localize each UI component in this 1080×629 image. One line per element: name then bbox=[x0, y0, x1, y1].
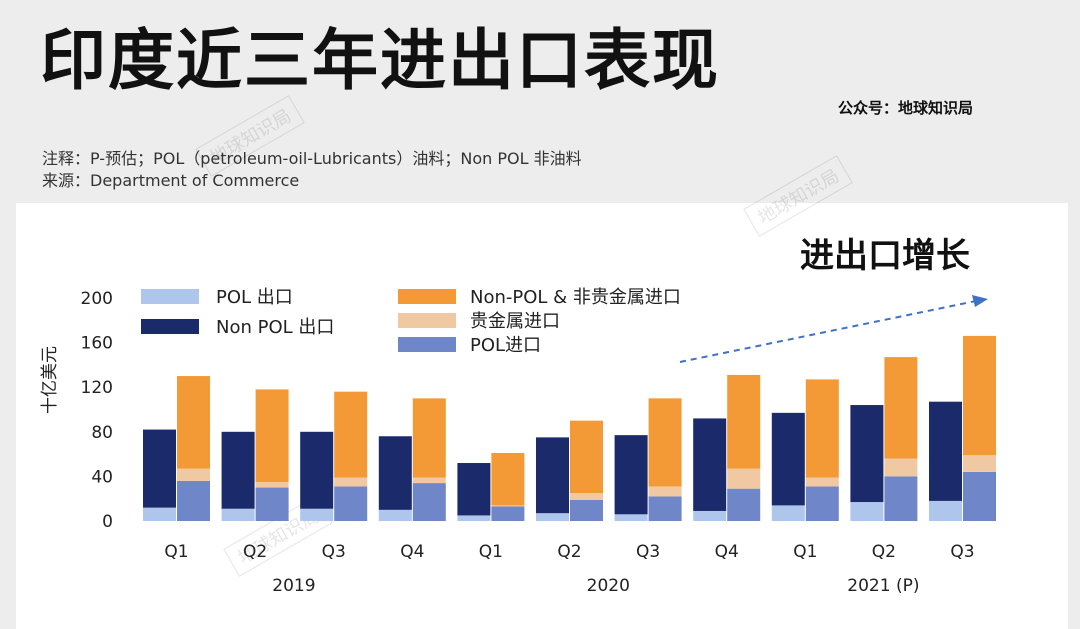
import-bar-segment bbox=[412, 398, 446, 478]
export-bar-segment bbox=[457, 463, 491, 516]
x-tick-label: Q2 bbox=[243, 542, 267, 562]
export-bar-segment bbox=[771, 505, 805, 521]
import-bar-segment bbox=[805, 486, 839, 521]
year-label: 2021 (P) bbox=[847, 576, 919, 596]
import-bar-segment bbox=[255, 487, 289, 521]
import-bar-segment bbox=[963, 455, 996, 472]
x-tick-label: Q1 bbox=[479, 542, 503, 562]
export-bar-segment bbox=[143, 507, 176, 521]
y-tick-label: 0 bbox=[102, 512, 113, 532]
export-bar-segment bbox=[850, 405, 884, 503]
legend-label: Non-POL & 非贵金属进口 bbox=[470, 287, 681, 308]
y-tick-label: 40 bbox=[91, 467, 113, 487]
x-tick-label: Q1 bbox=[164, 542, 188, 562]
legend-swatch bbox=[398, 337, 456, 352]
legend-swatch bbox=[398, 289, 456, 304]
legend-label: Non POL 出口 bbox=[216, 317, 334, 338]
year-label: 2020 bbox=[587, 576, 630, 596]
x-tick-label: Q4 bbox=[715, 542, 739, 562]
page-title: 印度近三年进出口表现 bbox=[40, 22, 720, 99]
import-bar-segment bbox=[491, 506, 525, 521]
import-bar-segment bbox=[334, 477, 368, 487]
import-bar-segment bbox=[334, 486, 368, 521]
export-bar-segment bbox=[614, 514, 648, 521]
export-bar-segment bbox=[850, 502, 884, 521]
import-bar-segment bbox=[963, 335, 996, 456]
legend-swatch bbox=[398, 313, 456, 328]
note-text: 注释：P-预估；POL（petroleum-oil-Lubricants）油料；… bbox=[42, 149, 582, 168]
trend-arrow-head bbox=[972, 295, 988, 307]
y-tick-label: 160 bbox=[81, 334, 113, 354]
import-bar-segment bbox=[177, 376, 210, 469]
export-bar-segment bbox=[221, 431, 255, 509]
import-bar-segment bbox=[648, 496, 682, 521]
account-label: 公众号：地球知识局 bbox=[838, 99, 974, 117]
import-bar-segment bbox=[727, 468, 761, 489]
x-tick-label: Q4 bbox=[400, 542, 424, 562]
x-tick-label: Q3 bbox=[950, 542, 974, 562]
import-bar-segment bbox=[648, 486, 682, 497]
export-bar-segment bbox=[221, 508, 255, 521]
x-tick-label: Q3 bbox=[322, 542, 346, 562]
export-bar-segment bbox=[693, 418, 727, 511]
x-tick-label: Q3 bbox=[636, 542, 660, 562]
chart-subtitle: 进出口增长 bbox=[800, 236, 970, 276]
export-bar-segment bbox=[300, 508, 334, 521]
y-tick-label: 80 bbox=[91, 423, 113, 443]
import-bar-segment bbox=[570, 493, 603, 500]
import-bar-segment bbox=[727, 488, 761, 521]
x-tick-label: Q2 bbox=[872, 542, 896, 562]
import-bar-segment bbox=[177, 468, 210, 481]
import-bar-segment bbox=[255, 481, 289, 488]
export-bar-segment bbox=[771, 412, 805, 506]
export-bar-segment bbox=[300, 431, 334, 509]
legend-swatch bbox=[141, 319, 199, 334]
legend-label: POL进口 bbox=[470, 335, 541, 356]
import-bar-segment bbox=[805, 477, 839, 487]
legend-label: POL 出口 bbox=[216, 287, 293, 308]
import-bar-segment bbox=[412, 483, 446, 521]
import-bar-segment bbox=[805, 379, 839, 478]
import-bar-segment bbox=[570, 499, 603, 521]
import-bar-segment bbox=[884, 357, 918, 459]
import-bar-segment bbox=[727, 374, 761, 469]
import-bar-segment bbox=[570, 420, 603, 494]
import-bar-segment bbox=[255, 389, 289, 482]
import-bar-segment bbox=[884, 476, 918, 521]
import-bar-segment bbox=[648, 398, 682, 487]
import-bar-segment bbox=[412, 477, 446, 484]
y-axis-label: 十亿美元 bbox=[40, 346, 60, 414]
import-bar-segment bbox=[334, 391, 368, 478]
export-bar-segment bbox=[929, 500, 962, 521]
export-bar-segment bbox=[536, 437, 569, 514]
export-bar-segment bbox=[378, 509, 412, 521]
y-tick-label: 120 bbox=[81, 378, 113, 398]
import-bar-segment bbox=[177, 480, 210, 521]
year-label: 2019 bbox=[272, 576, 315, 596]
x-tick-label: Q1 bbox=[793, 542, 817, 562]
export-bar-segment bbox=[457, 515, 491, 521]
export-bar-segment bbox=[693, 510, 727, 521]
export-bar-segment bbox=[143, 429, 176, 508]
legend-swatch bbox=[141, 289, 199, 304]
export-bar-segment bbox=[536, 513, 569, 521]
trend-arrow-line bbox=[679, 300, 977, 363]
x-tick-label: Q2 bbox=[557, 542, 581, 562]
import-bar-segment bbox=[963, 471, 996, 521]
export-bar-segment bbox=[614, 435, 648, 515]
export-bar-segment bbox=[378, 436, 412, 510]
import-bar-segment bbox=[884, 458, 918, 477]
legend-label: 贵金属进口 bbox=[470, 311, 560, 332]
y-tick-label: 200 bbox=[81, 289, 113, 309]
import-bar-segment bbox=[491, 505, 525, 507]
export-bar-segment bbox=[929, 401, 962, 501]
source-text: 来源：Department of Commerce bbox=[42, 171, 300, 190]
import-bar-segment bbox=[491, 452, 525, 506]
